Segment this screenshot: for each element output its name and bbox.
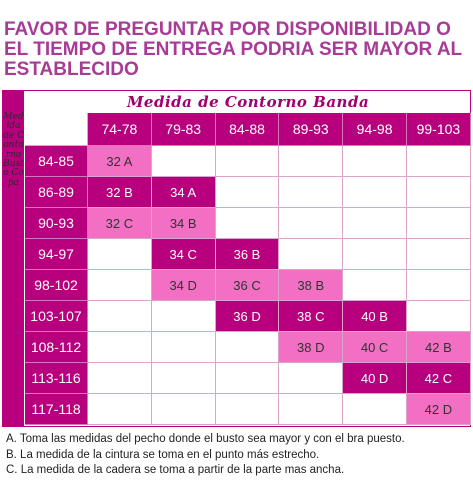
size-cell: 32 C: [88, 208, 152, 239]
size-cell: 32 A: [88, 146, 152, 177]
empty-cell: [88, 301, 152, 332]
size-cell: 38 B: [279, 270, 344, 301]
empty-cell: [279, 146, 344, 177]
row-header: 113-116: [25, 363, 88, 394]
row-header: 84-85: [25, 146, 88, 177]
empty-cell: [407, 301, 471, 332]
empty-cell: [215, 177, 280, 208]
empty-cell: [279, 363, 344, 394]
column-header: 84-88: [215, 113, 280, 146]
empty-cell: [343, 394, 407, 425]
empty-cell: [88, 394, 152, 425]
size-cell: 36 B: [215, 239, 280, 270]
empty-cell: [343, 239, 407, 270]
column-header: 79-83: [151, 113, 216, 146]
size-cell: 40 C: [343, 332, 407, 363]
availability-notice: FAVOR DE PREGUNTAR POR DISPONIBILIDAD O …: [4, 19, 462, 80]
column-header: 94-98: [343, 113, 407, 146]
empty-cell: [407, 208, 471, 239]
size-cell: 42 D: [407, 394, 471, 425]
empty-cell: [279, 208, 344, 239]
empty-cell: [279, 394, 344, 425]
empty-cell: [151, 332, 216, 363]
side-title: Medida de Contorno Busto Copa: [3, 112, 25, 188]
empty-cell: [343, 270, 407, 301]
note-b: B. La medida de la cintura se toma en el…: [6, 448, 320, 461]
size-cell: 40 B: [343, 301, 407, 332]
size-cell: 38 C: [279, 301, 344, 332]
empty-cell: [407, 177, 471, 208]
column-header: 89-93: [279, 113, 344, 146]
size-cell: 32 B: [88, 177, 152, 208]
row-header: 90-93: [25, 208, 88, 239]
size-cell: 34 D: [151, 270, 216, 301]
empty-cell: [279, 239, 344, 270]
size-cell: 38 D: [279, 332, 344, 363]
row-header: 108-112: [25, 332, 88, 363]
row-header: 98-102: [25, 270, 88, 301]
size-cell: 36 C: [215, 270, 280, 301]
empty-cell: [215, 208, 280, 239]
empty-cell: [88, 332, 152, 363]
top-title: Medida de Contorno Banda: [126, 93, 370, 111]
empty-cell: [343, 208, 407, 239]
corner-cell: [25, 113, 88, 146]
size-cell: 42 B: [407, 332, 471, 363]
empty-cell: [343, 146, 407, 177]
side-title-band: Medida de Contorno Busto Copa: [3, 91, 24, 426]
empty-cell: [88, 363, 152, 394]
measurement-notes: A. Toma las medidas del pecho donde el b…: [6, 432, 471, 479]
size-cell: 40 D: [343, 363, 407, 394]
row-header: 117-118: [25, 394, 88, 425]
empty-cell: [407, 239, 471, 270]
empty-cell: [88, 270, 152, 301]
empty-cell: [151, 301, 216, 332]
empty-cell: [151, 146, 216, 177]
column-header: 99-103: [407, 113, 471, 146]
size-cell: 42 C: [407, 363, 471, 394]
empty-cell: [215, 146, 280, 177]
column-header: 74-78: [88, 113, 152, 146]
size-chart: Medida de Contorno Busto Copa Medida de …: [2, 90, 471, 427]
row-header: 86-89: [25, 177, 88, 208]
note-a: A. Toma las medidas del pecho donde el b…: [6, 433, 405, 445]
empty-cell: [407, 146, 471, 177]
empty-cell: [215, 394, 280, 425]
empty-cell: [151, 394, 216, 425]
row-header: 103-107: [25, 301, 88, 332]
size-cell: 34 A: [151, 177, 216, 208]
empty-cell: [215, 332, 280, 363]
empty-cell: [279, 177, 344, 208]
row-header: 94-97: [25, 239, 88, 270]
size-cell: 34 B: [151, 208, 216, 239]
empty-cell: [215, 363, 280, 394]
empty-cell: [407, 270, 471, 301]
note-c: C. La medida de la cadera se toma a part…: [6, 464, 345, 476]
empty-cell: [151, 363, 216, 394]
size-cell: 36 D: [215, 301, 280, 332]
empty-cell: [343, 177, 407, 208]
empty-cell: [88, 239, 152, 270]
size-cell: 34 C: [151, 239, 216, 270]
